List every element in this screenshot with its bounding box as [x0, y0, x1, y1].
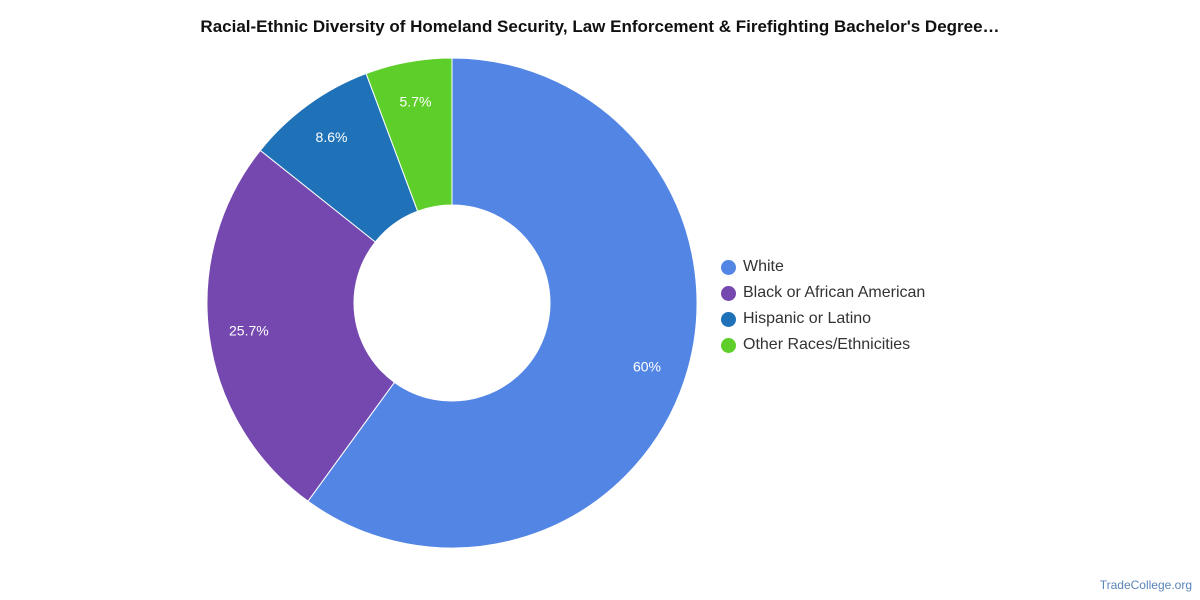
legend-item-hispanic[interactable]: Hispanic or Latino	[721, 306, 925, 332]
slice-white[interactable]	[307, 57, 698, 549]
legend-label: White	[743, 258, 784, 275]
legend-swatch-white	[721, 259, 736, 275]
source-credit[interactable]: TradeCollege.org	[1099, 578, 1192, 592]
data-label-other: 5.7%	[400, 93, 432, 109]
legend-swatch-hispanic	[721, 311, 736, 327]
legend-swatch-black	[721, 285, 736, 301]
slice-black[interactable]	[206, 149, 396, 502]
legend-label: Hispanic or Latino	[743, 310, 872, 327]
chart-title: Racial-Ethnic Diversity of Homeland Secu…	[200, 17, 1000, 36]
legend-item-white[interactable]: White	[721, 254, 925, 280]
data-label-hispanic: 8.6%	[316, 129, 348, 145]
slice-other[interactable]	[365, 57, 453, 212]
legend-item-black[interactable]: Black or African American	[721, 280, 925, 306]
legend-item-other[interactable]: Other Races/Ethnicities	[721, 332, 925, 358]
legend-label: Black or African American	[743, 284, 926, 301]
data-label-black: 25.7%	[229, 323, 269, 339]
legend: White Black or African American Hispanic…	[721, 254, 925, 358]
data-label-white: 60%	[633, 358, 661, 374]
legend-swatch-other	[721, 337, 736, 353]
legend-label: Other Races/Ethnicities	[743, 336, 911, 353]
